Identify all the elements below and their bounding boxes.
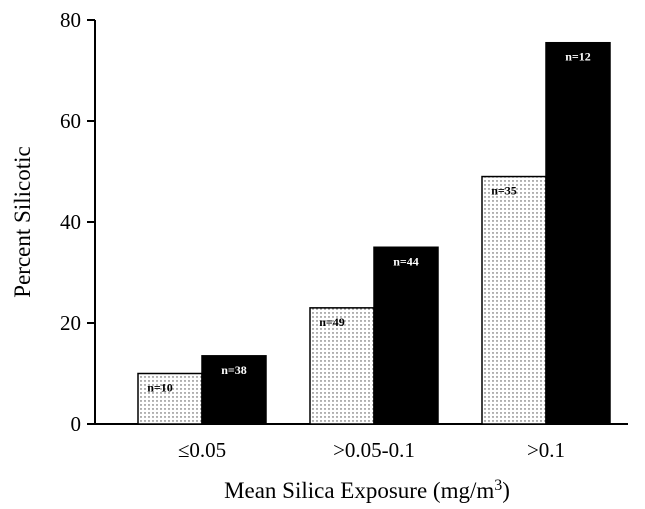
x-axis-title-suffix: ): [502, 478, 510, 503]
y-axis: 0 20 40 60 80: [60, 8, 96, 436]
n-label: n=12: [565, 50, 591, 64]
dotted-bar-1: [137, 372, 203, 425]
dotted-bar-3: [481, 175, 547, 425]
y-tick-label: 0: [71, 412, 82, 436]
black-bar-1: [201, 355, 267, 425]
n-label: n=44: [393, 254, 419, 268]
n-label: n=10: [147, 381, 173, 395]
y-tick-label: 60: [60, 109, 81, 133]
x-axis-title: Mean Silica Exposure (mg/m3): [224, 477, 510, 503]
y-tick-label: 20: [60, 311, 81, 335]
x-tick-label: >0.05-0.1: [333, 438, 415, 462]
y-axis-title: Percent Silicotic: [10, 146, 35, 297]
n-label: n=35: [491, 184, 517, 198]
x-axis-title-superscript: 3: [494, 477, 502, 494]
dotted-bar-2: [309, 307, 375, 425]
n-label: n=38: [221, 363, 247, 377]
black-bar-3: [545, 41, 611, 425]
x-tick-label: ≤0.05: [178, 438, 226, 462]
x-axis: ≤0.05 >0.05-0.1 >0.1: [95, 423, 628, 462]
black-bar-2: [373, 246, 439, 425]
y-tick-label: 40: [60, 210, 81, 234]
y-tick-label: 80: [60, 8, 81, 32]
bars: n=10 n=38 n=49 n=44 n=35 n=12: [137, 41, 611, 425]
n-label: n=49: [319, 315, 345, 329]
x-tick-label: >0.1: [527, 438, 565, 462]
x-axis-title-main: Mean Silica Exposure (mg/m: [224, 478, 494, 503]
